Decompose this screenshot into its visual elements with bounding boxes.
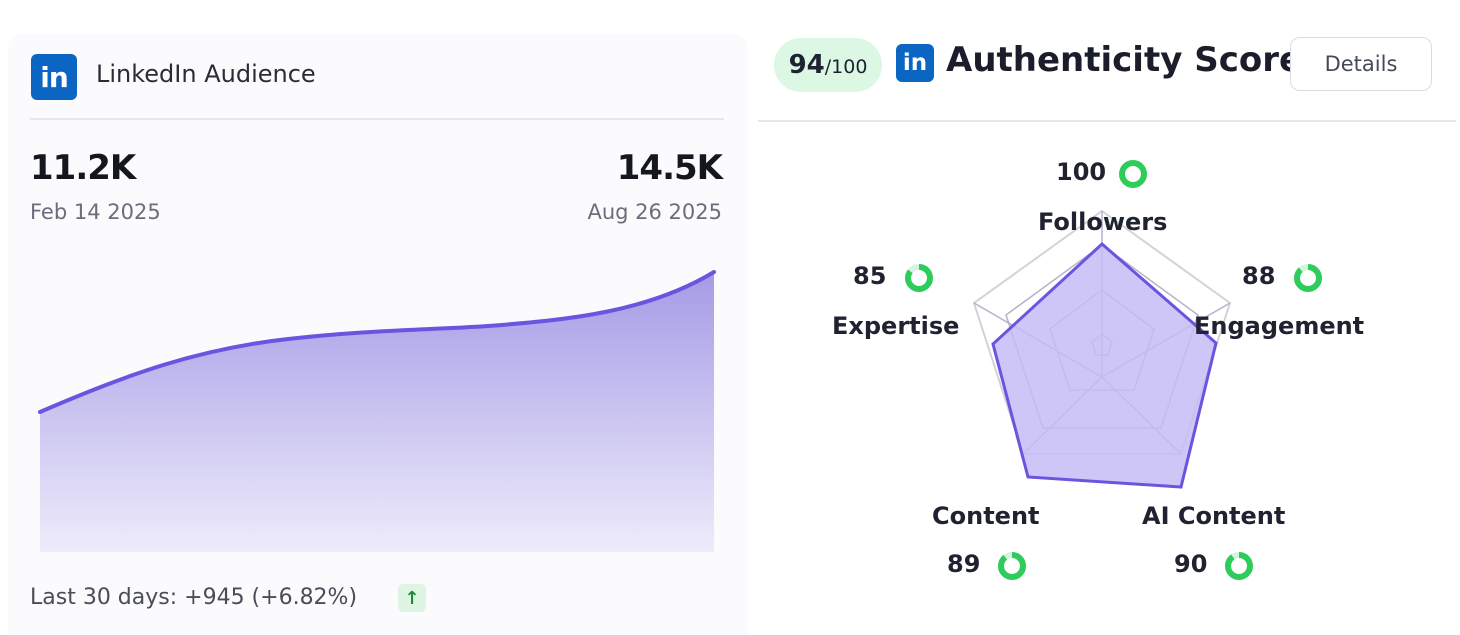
end-date: Aug 26 2025 xyxy=(587,200,722,224)
radar-data-area xyxy=(991,241,1218,489)
score-value: 94 xyxy=(788,50,825,80)
last-30-days-summary: Last 30 days: +945 (+6.82%) xyxy=(30,585,358,610)
authenticity-radar-chart xyxy=(972,209,1232,489)
engagement-ring-icon xyxy=(1294,264,1322,292)
authenticity-title: Authenticity Score xyxy=(946,40,1303,80)
authenticity-card: 94 /100 in Authenticity Score Details 10… xyxy=(758,34,1460,635)
followers-score: 100 xyxy=(1056,158,1107,186)
content-score: 89 xyxy=(947,550,981,578)
audience-growth-chart xyxy=(38,270,716,552)
content-ring-icon xyxy=(998,552,1026,580)
growth-line xyxy=(38,270,716,414)
audience-title: LinkedIn Audience xyxy=(96,60,316,88)
arrow-up-icon: ↑ xyxy=(398,584,426,612)
score-badge: 94 /100 xyxy=(774,38,882,92)
ai-content-label: AI Content xyxy=(1142,502,1286,530)
linkedin-logo-icon: in xyxy=(31,54,77,100)
growth-area xyxy=(40,272,714,552)
end-follower-count: 14.5K xyxy=(616,148,723,188)
ai-content-ring-icon xyxy=(1225,552,1253,580)
divider xyxy=(30,118,724,120)
score-max: /100 xyxy=(824,56,868,78)
start-date: Feb 14 2025 xyxy=(30,200,161,224)
divider xyxy=(758,120,1456,122)
audience-card: in LinkedIn Audience 11.2K Feb 14 2025 1… xyxy=(8,34,748,635)
expertise-score: 85 xyxy=(853,262,887,290)
engagement-label: Engagement xyxy=(1194,312,1365,340)
ai-content-score: 90 xyxy=(1174,550,1208,578)
expertise-ring-icon xyxy=(905,264,933,292)
expertise-label: Expertise xyxy=(832,312,960,340)
engagement-score: 88 xyxy=(1242,262,1276,290)
start-follower-count: 11.2K xyxy=(30,148,136,188)
followers-ring-icon xyxy=(1119,160,1147,188)
followers-label: Followers xyxy=(1038,208,1168,236)
details-button[interactable]: Details xyxy=(1290,37,1432,91)
content-label: Content xyxy=(932,502,1040,530)
linkedin-logo-icon: in xyxy=(896,44,934,82)
